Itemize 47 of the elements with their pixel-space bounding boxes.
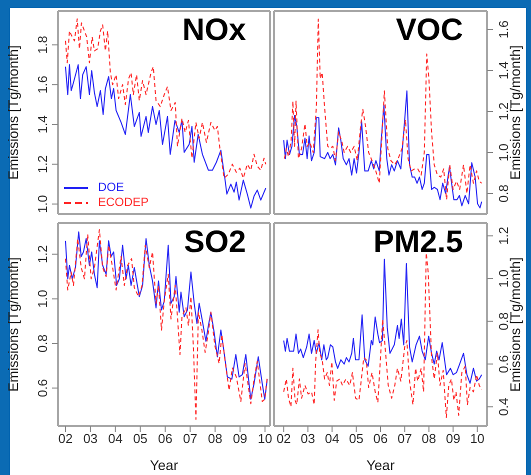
chart-title: PM2.5 <box>373 224 463 260</box>
line-series <box>283 258 482 384</box>
y-tick-label: 1.2 <box>35 155 50 174</box>
y-tick-label: 1.0 <box>35 195 50 214</box>
x-tick-label: 07 <box>397 431 412 446</box>
x-tick-label: 04 <box>324 431 340 446</box>
y2-tick-label: 0.8 <box>496 184 511 203</box>
x-tick-label: 09 <box>232 431 248 446</box>
y-tick-label: 0.8 <box>35 334 50 352</box>
x-tick-label: 04 <box>108 431 123 446</box>
y-axis-title: Emissions [Tg/month] <box>4 257 21 392</box>
x-axis-title: Year <box>150 457 178 473</box>
y-axis-title: Emissions [Tg/month] <box>4 45 21 180</box>
x-tick-label: 08 <box>208 431 222 446</box>
x-tick-label: 02 <box>276 431 291 446</box>
line-series <box>283 90 482 208</box>
y-tick-label: 1.0 <box>35 290 50 308</box>
y-tick-label: 1.2 <box>35 245 50 264</box>
x-tick-label: 02 <box>58 431 73 446</box>
line-series <box>284 18 482 200</box>
y2-tick-label: 0.4 <box>496 398 511 416</box>
y-tick-label: 0.6 <box>35 379 50 398</box>
x-tick-label: 07 <box>182 431 198 446</box>
y-tick-label: 1.6 <box>35 76 50 94</box>
x-tick-label: 10 <box>470 431 485 446</box>
y2-tick-label: 1.6 <box>496 20 511 38</box>
chart-title: VOC <box>396 12 463 48</box>
chart-title: SO2 <box>184 224 246 260</box>
x-tick-label: 05 <box>133 431 148 446</box>
legend-label: ECODEP <box>98 195 149 210</box>
x-tick-label: 06 <box>158 431 172 446</box>
x-tick-label: 10 <box>258 431 272 446</box>
line-series <box>283 252 482 418</box>
line-series <box>64 64 266 209</box>
x-axis-title: Year <box>366 457 395 473</box>
y-tick-label: 1.4 <box>35 115 50 134</box>
y2-tick-label: 1.2 <box>496 226 511 245</box>
y-tick-label: 1.8 <box>35 36 50 54</box>
x-tick-label: 05 <box>349 431 364 446</box>
x-tick-label: 08 <box>422 431 436 446</box>
x-tick-label: 03 <box>83 431 98 446</box>
legend-label: DOE <box>98 180 124 195</box>
x-tick-label: 03 <box>300 431 316 446</box>
x-tick-label: 06 <box>373 431 388 446</box>
chart-title: NOx <box>182 12 246 48</box>
line-series <box>64 18 266 179</box>
x-tick-label: 09 <box>446 431 460 446</box>
